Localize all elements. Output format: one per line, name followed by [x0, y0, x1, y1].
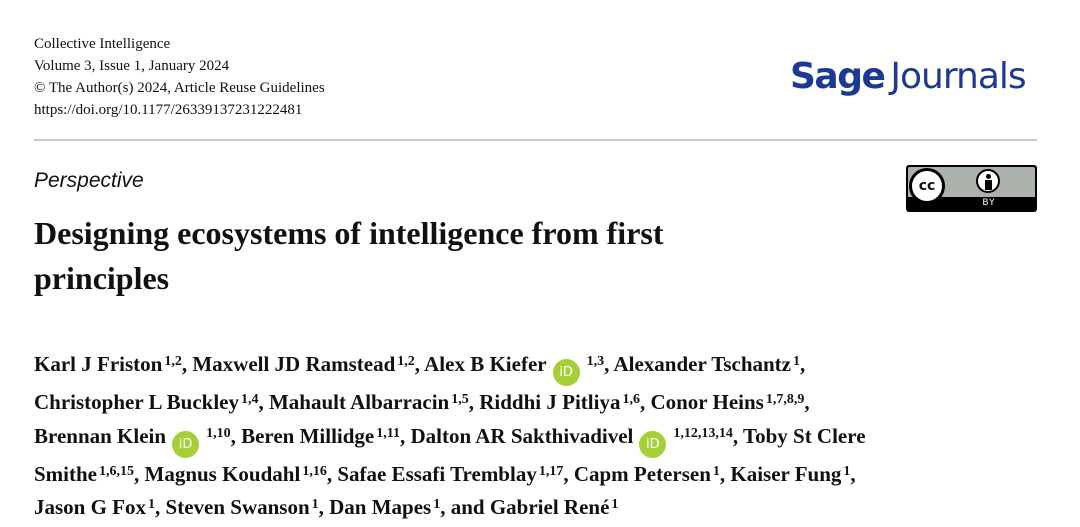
journal-issue: Volume 3, Issue 1, January 2024: [34, 58, 230, 74]
header-divider: [34, 139, 1037, 141]
affiliation-marker[interactable]: 1: [311, 497, 319, 513]
author-name[interactable]: Toby St Clere Smithe: [34, 423, 866, 486]
affiliation-marker[interactable]: 1: [433, 497, 441, 513]
attribution-icon: [976, 169, 1000, 193]
author-name[interactable]: Alex B Kiefer: [424, 352, 547, 376]
affiliation-marker[interactable]: 1: [148, 497, 156, 513]
orcid-icon[interactable]: iD: [639, 430, 667, 458]
author-name[interactable]: Maxwell JD Ramstead: [192, 352, 396, 376]
affiliation-marker[interactable]: 1,5: [451, 392, 469, 407]
affiliation-marker[interactable]: 1,16: [302, 463, 327, 479]
affiliation-marker[interactable]: 1,11: [376, 425, 400, 441]
author-name[interactable]: Capm Petersen: [573, 461, 711, 486]
journal-name: Collective Intelligence: [34, 36, 171, 52]
affiliation-marker[interactable]: 1,7,8,9: [765, 392, 805, 407]
author-name[interactable]: Steven Swanson: [165, 495, 310, 520]
author-name[interactable]: Riddhi J Pitliya: [479, 390, 621, 414]
author-name[interactable]: Brennan Klein: [34, 423, 167, 448]
affiliation-marker[interactable]: 1: [843, 463, 851, 479]
journal-meta: Collective Intelligence Volume 3, Issue …: [34, 33, 325, 121]
author-name[interactable]: Magnus Koudahl: [144, 461, 301, 486]
author-name[interactable]: Mahault Albarracin: [268, 390, 450, 414]
author-name[interactable]: Beren Millidge: [241, 423, 375, 448]
author-name[interactable]: Kaiser Fung: [730, 461, 842, 486]
article-title: Designing ecosystems of intelligence fro…: [34, 215, 664, 296]
author-name[interactable]: Alexander Tschantz: [613, 352, 791, 376]
affiliation-marker[interactable]: 1: [611, 497, 619, 513]
author-name[interactable]: Jason G Fox: [34, 495, 147, 520]
author-name[interactable]: Dan Mapes: [329, 495, 432, 520]
affiliation-marker[interactable]: 1,10: [206, 425, 231, 441]
author-name[interactable]: Karl J Friston: [34, 352, 163, 376]
affiliation-marker[interactable]: 1,2: [164, 354, 182, 369]
affiliation-marker[interactable]: 1,17: [538, 463, 564, 479]
cc-by-license-badge[interactable]: cc BY: [906, 165, 1037, 212]
doi-link[interactable]: https://doi.org/10.1177/2633913723122248…: [34, 102, 303, 118]
orcid-icon[interactable]: iD: [172, 430, 200, 458]
author-name[interactable]: Christopher L Buckley: [34, 390, 239, 414]
orcid-icon[interactable]: iD: [552, 359, 580, 386]
affiliation-marker[interactable]: 1,3: [586, 354, 605, 369]
author-list: Karl J Friston 1,2, Maxwell JD Ramstead 1,…: [34, 352, 866, 520]
author-name[interactable]: Dalton AR Sakthivadivel: [410, 423, 634, 448]
affiliation-marker[interactable]: 1,6: [622, 392, 640, 407]
affiliation-marker[interactable]: 1,12,13,14: [673, 425, 733, 441]
copyright-line[interactable]: © The Author(s) 2024, Article Reuse Guid…: [34, 80, 325, 96]
affiliation-marker[interactable]: 1,2: [397, 354, 415, 369]
author-name[interactable]: Safae Essafi Tremblay: [337, 461, 537, 486]
by-label: BY: [982, 198, 996, 208]
cc-icon: cc: [909, 168, 945, 204]
affiliation-marker[interactable]: 1,6,15: [99, 463, 134, 479]
affiliation-marker[interactable]: 1: [712, 463, 720, 479]
article-type: Perspective: [34, 169, 144, 192]
author-name[interactable]: Conor Heins: [650, 390, 764, 414]
affiliation-marker[interactable]: 1: [793, 354, 800, 369]
sage-journals-logo[interactable]: Sage Journals: [790, 56, 1027, 97]
affiliation-marker[interactable]: 1,4: [240, 392, 259, 407]
author-name[interactable]: Gabriel René: [489, 495, 610, 520]
